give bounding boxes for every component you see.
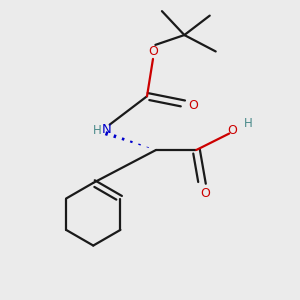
Text: O: O [188, 99, 198, 112]
Text: O: O [227, 124, 237, 137]
Text: O: O [200, 187, 210, 200]
Text: N: N [102, 123, 112, 136]
Text: H: H [244, 117, 253, 130]
Text: O: O [148, 45, 158, 58]
Text: H: H [93, 124, 102, 137]
